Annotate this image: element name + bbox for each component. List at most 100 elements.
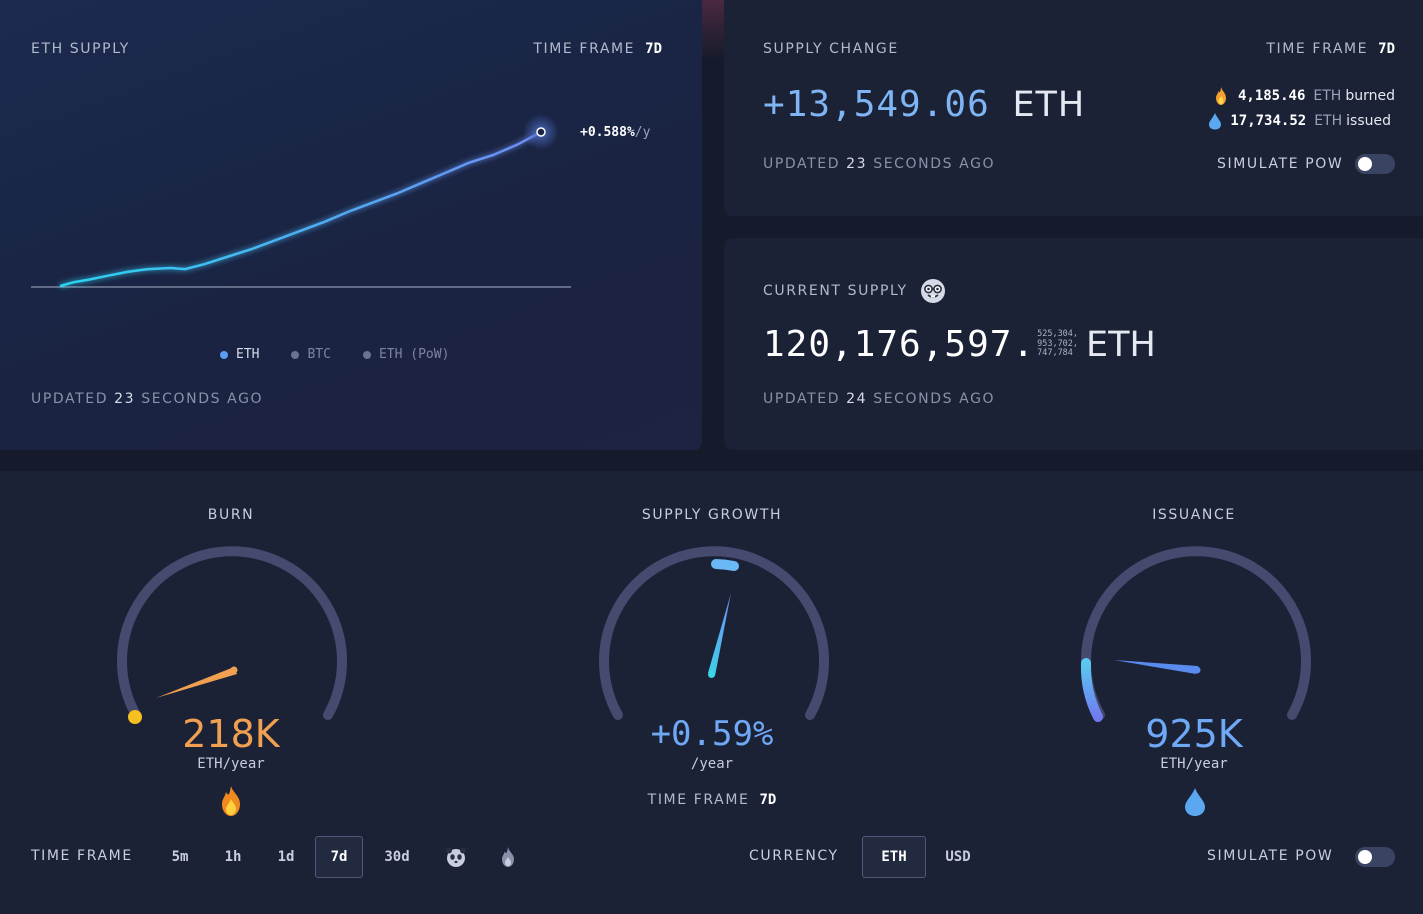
time-frame-5m-button[interactable]: 5m — [171, 849, 189, 865]
gauge-track — [599, 546, 829, 720]
issued-unit: ETH — [1314, 113, 1343, 129]
legend-label: ETH — [236, 347, 260, 362]
updated-suffix: SECONDS AGO — [873, 156, 996, 172]
chart-legend: ETH BTC ETH (PoW) — [220, 347, 449, 362]
current-supply-header: CURRENT SUPPLY — [763, 278, 946, 304]
updated-prefix: UPDATED — [31, 391, 109, 407]
time-frame-since-merge-button[interactable] — [438, 836, 474, 878]
flame-icon — [502, 847, 514, 867]
gauges-panel — [0, 471, 1423, 914]
legend-item-btc[interactable]: BTC — [291, 347, 331, 362]
current-supply-panel: CURRENT SUPPLY 120,176,597. 525,304, 953… — [724, 238, 1423, 450]
legend-label: ETH (PoW) — [378, 347, 450, 362]
current-supply-amount: 120,176,597. 525,304, 953,702, 747,784 E… — [763, 324, 1156, 365]
growth-gauge-time-frame: TIME FRAME 7d — [612, 792, 812, 808]
time-frame-value: 7d — [645, 41, 662, 57]
growth-gauge-unit: /year — [690, 756, 734, 772]
simulate-pow-toggle[interactable] — [1355, 154, 1395, 174]
burned-unit: ETH — [1313, 88, 1342, 104]
supply-change-updated: UPDATED 23 SECONDS AGO — [763, 156, 995, 172]
supply-change-unit: ETH — [1012, 85, 1086, 125]
time-frame-since-burn-button[interactable] — [490, 836, 526, 878]
time-frame-label: TIME FRAME — [1266, 41, 1369, 57]
updated-suffix: SECONDS AGO — [873, 391, 996, 407]
updated-prefix: UPDATED — [763, 391, 841, 407]
currency-usd-button[interactable]: USD — [945, 849, 971, 865]
eth-supply-chart — [31, 114, 571, 288]
time-frame-1h-button[interactable]: 1h — [224, 849, 242, 865]
supply-change-panel: SUPPLY CHANGE TIME FRAME 7d +13,549.06 E… — [724, 0, 1423, 216]
growth-gauge-title: SUPPLY GROWTH — [641, 507, 783, 523]
gauge-track — [1081, 546, 1311, 720]
burn-gauge-value: 218K — [182, 712, 280, 756]
gauge-needle-hub — [230, 666, 238, 674]
decimals-line: 953,702, — [1037, 338, 1079, 349]
issued-word: issued — [1346, 113, 1391, 129]
decimals-line: 747,784 — [1037, 348, 1073, 359]
currency-control-label: CURRENCY — [749, 848, 839, 864]
supply-change-time-frame: TIME FRAME 7d — [1266, 41, 1395, 57]
gauge-level-arc — [711, 559, 739, 571]
burn-gauge-unit: ETH/year — [197, 756, 265, 772]
legend-dot-icon — [220, 350, 228, 359]
issuance-gauge-value: 925K — [1145, 712, 1243, 756]
legend-label: BTC — [307, 347, 331, 362]
legend-dot-icon — [362, 350, 371, 359]
eth-supply-title: ETH SUPPLY — [31, 41, 130, 57]
growth-gauge — [599, 546, 829, 720]
simulate-pow-control-label: SIMULATE PoW — [1207, 848, 1334, 864]
time-frame-value: 7d — [1378, 41, 1395, 57]
issued-value: 17,734.52 — [1230, 113, 1307, 129]
eth-supply-updated: UPDATED 23 SECONDS AGO — [31, 391, 263, 407]
supply-change-value: +13,549.06 — [763, 84, 990, 125]
rate-value: +0.588% — [580, 125, 635, 140]
eth-supply-panel: ETH SUPPLY TIME FRAME 7d +0.588%/y — [0, 0, 702, 450]
droplet-icon — [1185, 788, 1205, 816]
gauge-needle-hub — [708, 671, 715, 678]
issuance-gauge — [1080, 546, 1311, 722]
legend-item-eth[interactable]: ETH — [220, 347, 259, 362]
fire-icon — [1215, 87, 1226, 105]
current-supply-updated: UPDATED 24 SECONDS AGO — [763, 391, 995, 407]
fire-icon — [222, 786, 240, 816]
supply-change-amount: +13,549.06 ETH — [763, 84, 1085, 125]
current-supply-whole: 120,176,597. — [763, 324, 1036, 365]
currency-eth-button[interactable]: ETH — [862, 836, 926, 878]
rate-unit: /y — [634, 125, 651, 140]
issuance-gauge-title: ISSUANCE — [1152, 507, 1236, 523]
toggle-knob — [1358, 157, 1372, 171]
decimals-line: 525,304, — [1037, 329, 1079, 340]
supply-change-title: SUPPLY CHANGE — [763, 41, 899, 57]
gauge-track — [117, 546, 347, 720]
current-supply-unit: ETH — [1086, 324, 1156, 365]
time-frame-1d-button[interactable]: 1d — [277, 849, 295, 865]
eth-series-line — [59, 130, 542, 288]
current-supply-title: CURRENT SUPPLY — [763, 283, 908, 299]
updated-seconds: 23 — [114, 391, 136, 407]
panda-icon — [446, 847, 466, 867]
time-frame-30d-button[interactable]: 30d — [384, 849, 410, 865]
legend-item-eth-pow[interactable]: ETH (PoW) — [362, 347, 450, 362]
gauge-needle — [708, 593, 731, 676]
burned-word: burned — [1345, 88, 1395, 104]
issued-row: 17,734.52 ETH issued — [1208, 112, 1391, 130]
legend-dot-icon — [291, 350, 300, 359]
updated-prefix: UPDATED — [763, 156, 841, 172]
time-frame-value: 7d — [759, 792, 777, 808]
burned-row: 4,185.46 ETH burned — [1212, 86, 1395, 106]
series-end-marker — [536, 127, 546, 137]
toggle-knob — [1358, 850, 1372, 864]
nerd-face-icon — [920, 279, 945, 303]
issuance-gauge-unit: ETH/year — [1160, 756, 1228, 772]
simulate-pow-label: SIMULATE PoW — [1217, 156, 1344, 172]
gauge-needle — [1114, 660, 1198, 674]
rate-annotation: +0.588%/y — [580, 125, 650, 140]
time-frame-7d-button[interactable]: 7d — [315, 836, 363, 878]
time-frame-control-label: TIME FRAME — [31, 848, 133, 864]
time-frame-label: TIME FRAME — [647, 792, 750, 808]
burn-gauge — [117, 546, 347, 724]
droplet-icon — [1209, 113, 1222, 130]
simulate-pow-bottom-toggle[interactable] — [1355, 847, 1395, 867]
burn-gauge-title: BURN — [207, 507, 255, 523]
gauge-level-arc — [1080, 658, 1103, 722]
